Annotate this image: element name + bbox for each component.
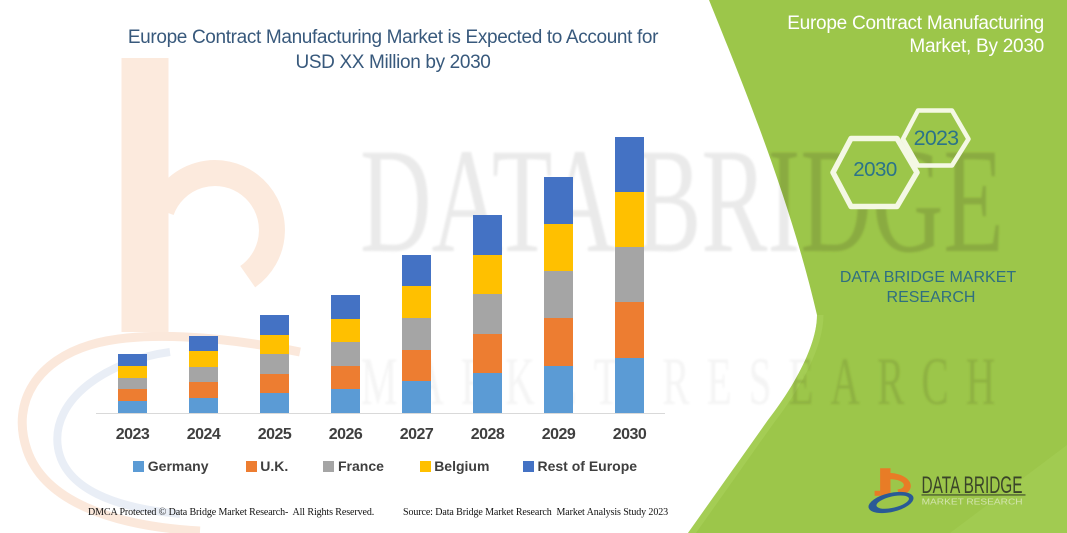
svg-text:MARKET RESEARCH: MARKET RESEARCH: [361, 345, 1012, 420]
svg-text:RESEARCH: RESEARCH: [887, 289, 976, 306]
svg-text:MARKET RESEARCH: MARKET RESEARCH: [922, 498, 1023, 507]
svg-text:Europe Contract Manufacturing: Europe Contract Manufacturing: [787, 13, 1044, 34]
svg-text:Market, By 2030: Market, By 2030: [909, 36, 1044, 57]
svg-text:DATA BRIDGE MARKET: DATA BRIDGE MARKET: [840, 269, 1017, 286]
svg-text:2023: 2023: [914, 126, 959, 150]
svg-text:2030: 2030: [853, 158, 897, 181]
svg-text:DATA BRIDGE: DATA BRIDGE: [360, 119, 1004, 284]
